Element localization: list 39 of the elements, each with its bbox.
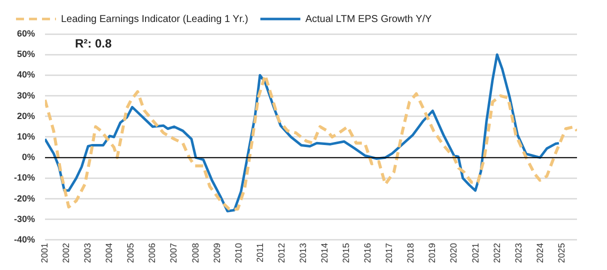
x-tick-label: 2022 [492, 242, 502, 264]
x-tick-label: 2010 [233, 242, 244, 264]
y-tick-label: 60% [16, 28, 36, 38]
y-tick-label: -30% [14, 214, 36, 224]
y-tick-label: 10% [16, 131, 36, 142]
x-tick-label: 2006 [147, 242, 158, 264]
x-tick-label: 2024 [534, 242, 545, 264]
x-tick-label: 2020 [448, 242, 459, 264]
y-tick-label: 50% [16, 49, 36, 60]
x-tick-label: 2021 [470, 242, 480, 264]
x-tick-label: 2003 [82, 242, 93, 264]
x-tick-label: 2001 [39, 242, 50, 264]
x-tick-label: 2016 [362, 242, 373, 264]
x-tick-label: 2015 [341, 242, 352, 264]
x-tick-label: 2009 [212, 242, 222, 264]
x-tick-label: 2018 [406, 242, 416, 264]
x-tick-label: 2007 [168, 242, 179, 264]
legend-label: Actual LTM EPS Growth Y/Y [305, 14, 432, 25]
y-tick-label: -10% [14, 172, 36, 183]
x-tick-label: 2025 [556, 242, 566, 264]
x-tick-label: 2012 [276, 242, 286, 264]
x-tick-label: 2002 [61, 242, 72, 264]
y-tick-label: -20% [14, 193, 36, 204]
x-tick-label: 2014 [319, 242, 330, 264]
annotation: R²: 0.8 [75, 36, 112, 50]
x-tick-label: 2017 [384, 242, 394, 264]
y-tick-label: 0% [22, 152, 36, 162]
x-tick-label: 2004 [104, 242, 114, 264]
x-tick-label: 2008 [190, 242, 200, 264]
x-tick-label: 2005 [126, 242, 136, 264]
y-tick-label: 20% [16, 110, 36, 121]
y-tick-label: 30% [16, 90, 36, 100]
x-tick-label: 2023 [513, 242, 524, 264]
y-tick-label: 40% [16, 70, 36, 80]
x-tick-label: 2011 [254, 242, 265, 262]
y-tick-label: -40% [14, 234, 36, 244]
x-tick-label: 2013 [298, 242, 308, 264]
x-tick-label: 2019 [427, 242, 438, 264]
legend-label: Leading Earnings Indicator (Leading 1 Yr.) [61, 14, 248, 25]
